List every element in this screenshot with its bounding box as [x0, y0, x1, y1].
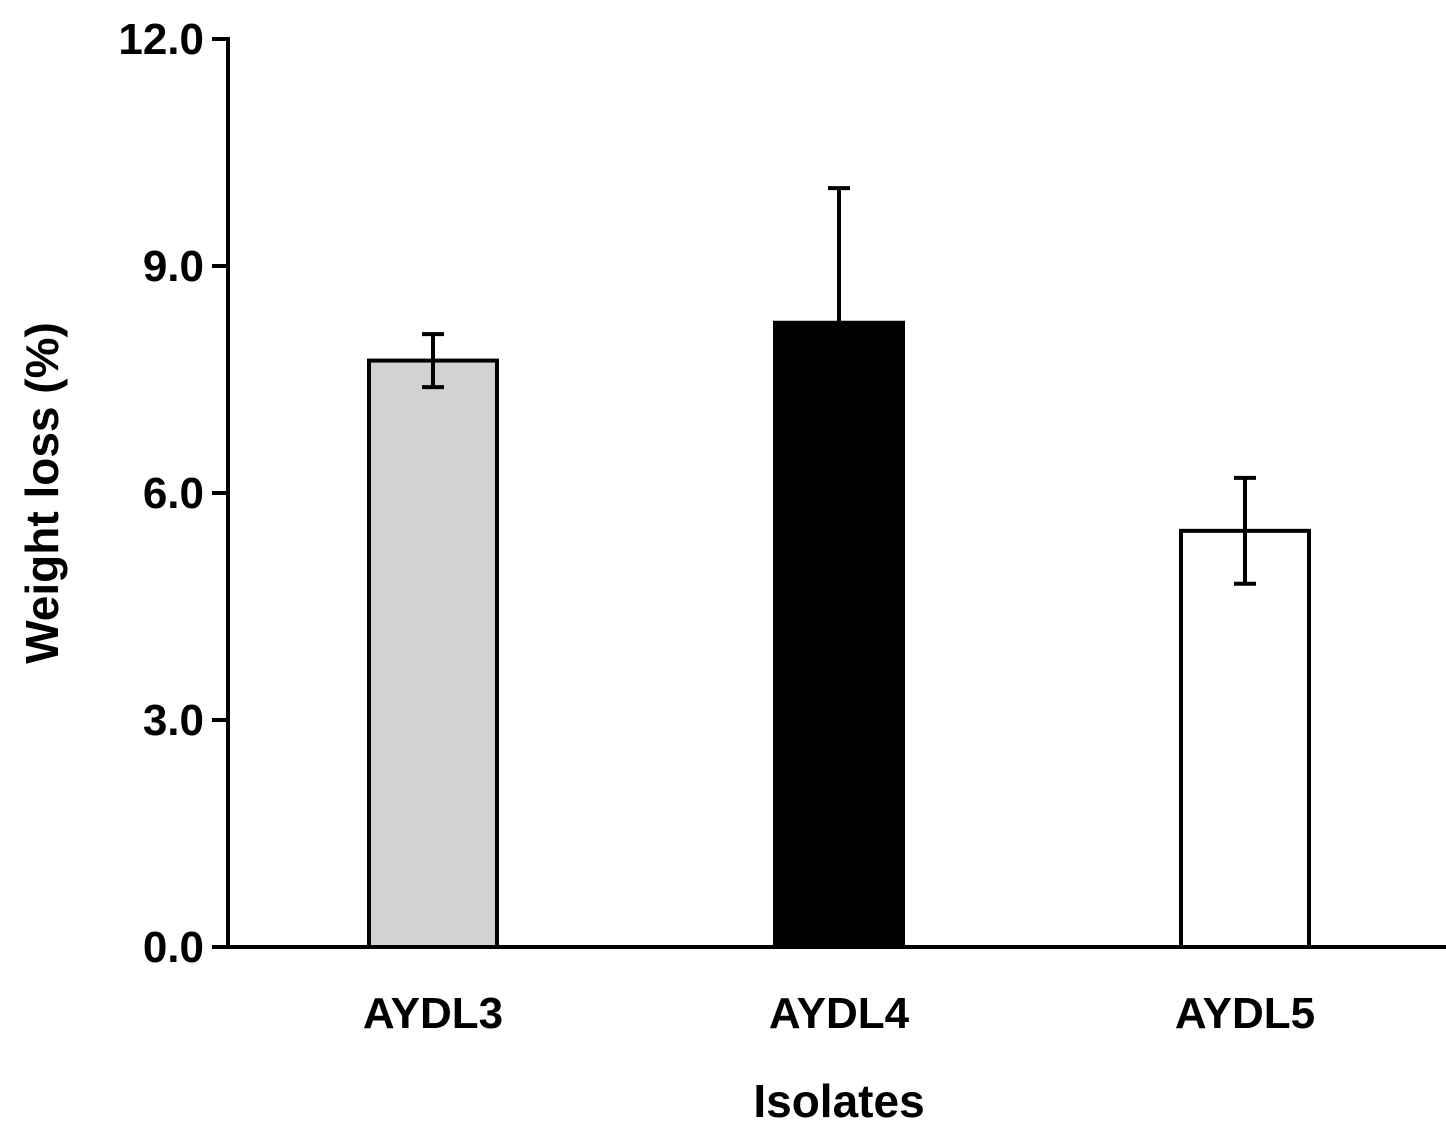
x-tick-label: AYDL3: [363, 989, 503, 1038]
x-axis-title: Isolates: [753, 1075, 924, 1127]
y-tick-label: 0.0: [143, 923, 204, 972]
error-bars: [422, 186, 1256, 586]
y-tick-label: 12.0: [118, 15, 204, 64]
bars: [367, 320, 1311, 950]
x-tick-label: AYDL5: [1175, 989, 1315, 1038]
x-axis-tick-labels: AYDL3 AYDL4 AYDL5: [363, 989, 1315, 1038]
y-tick-label: 9.0: [143, 242, 204, 291]
y-tick-label: 6.0: [143, 469, 204, 518]
bar-aydl3: [367, 358, 499, 950]
x-tick-label: AYDL4: [769, 989, 910, 1038]
y-tick-label: 3.0: [143, 696, 204, 745]
y-axis-title: Weight loss (%): [16, 322, 68, 664]
bar-aydl5: [1179, 528, 1311, 949]
y-axis-ticks: 0.0 3.0 6.0 9.0 12.0: [118, 15, 228, 972]
axes: [226, 37, 1446, 949]
